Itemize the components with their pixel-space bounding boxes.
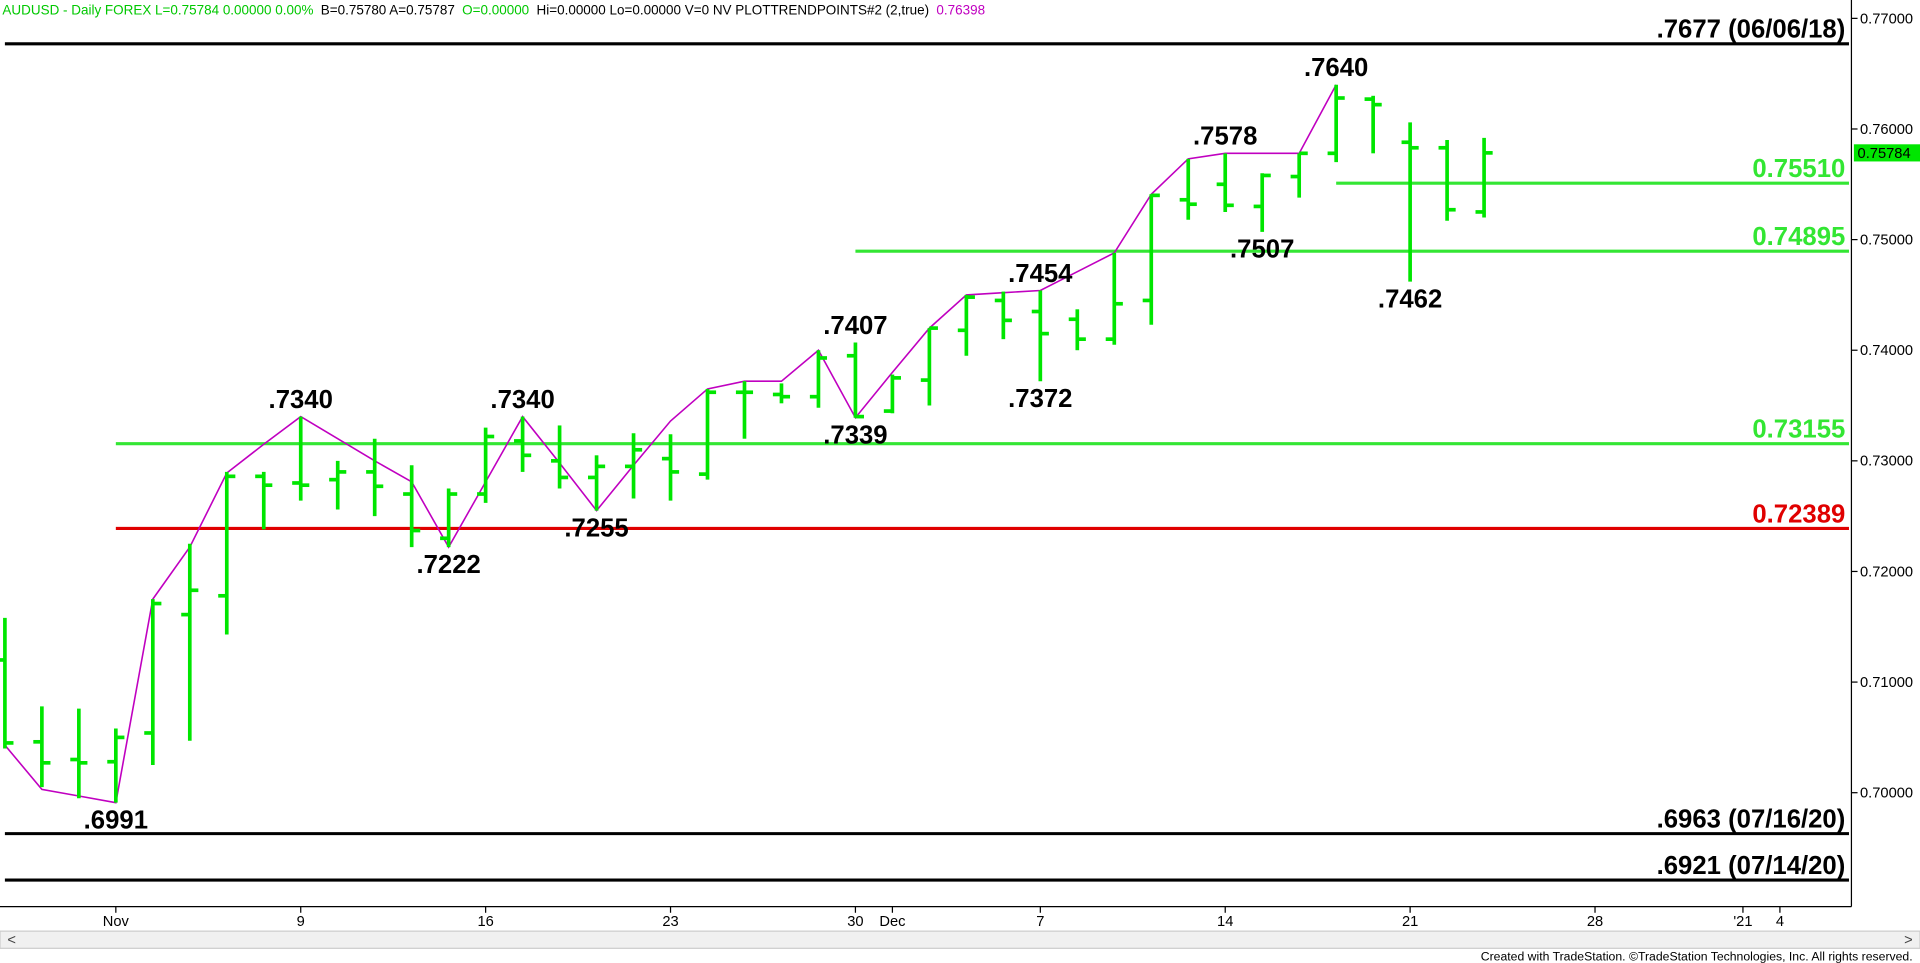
scroll-right[interactable]: > bbox=[1904, 933, 1913, 949]
price-annotation: .6991 bbox=[84, 806, 148, 834]
header-part: Hi=0.00000 Lo=0.00000 V=0 NV PLOTTRENDPO… bbox=[537, 3, 930, 18]
x-tick-label: 7 bbox=[1036, 914, 1044, 930]
price-annotation: .7640 bbox=[1304, 54, 1368, 82]
price-annotation: .7340 bbox=[490, 386, 554, 414]
price-annotation: .7372 bbox=[1008, 385, 1072, 413]
y-tick-label: 0.76000 bbox=[1860, 122, 1913, 138]
y-tick-label: 0.73000 bbox=[1860, 454, 1913, 470]
y-tick-label: 0.75000 bbox=[1860, 233, 1913, 249]
price-annotation: .7339 bbox=[823, 421, 887, 449]
last-price-box bbox=[1853, 144, 1920, 162]
price-annotation: .7255 bbox=[564, 514, 628, 542]
level-label: 0.75510 bbox=[1752, 155, 1845, 183]
level-label: .7677 (06/06/18) bbox=[1657, 16, 1846, 44]
price-annotation: .7578 bbox=[1193, 123, 1257, 151]
price-annotation: .7507 bbox=[1230, 236, 1294, 264]
x-tick-label: 21 bbox=[1402, 914, 1418, 930]
y-tick-label: 0.72000 bbox=[1860, 564, 1913, 580]
x-tick-label: '21 bbox=[1733, 914, 1752, 930]
x-tick-label: 23 bbox=[662, 914, 678, 930]
x-tick-label: Dec bbox=[879, 914, 905, 930]
level-label: .6921 (07/14/20) bbox=[1657, 852, 1846, 880]
header-part: B=0.75780 A=0.75787 bbox=[321, 3, 455, 18]
price-annotation: .7462 bbox=[1378, 285, 1442, 313]
y-tick-label: 0.74000 bbox=[1860, 343, 1913, 359]
level-label: .6963 (07/16/20) bbox=[1657, 805, 1846, 833]
footer: Created with TradeStation. ©TradeStation… bbox=[1481, 950, 1913, 963]
scrollbar[interactable] bbox=[0, 930, 1920, 949]
x-tick-label: Nov bbox=[103, 914, 130, 930]
y-tick-label: 0.77000 bbox=[1860, 11, 1913, 27]
x-tick-label: 16 bbox=[477, 914, 493, 930]
y-tick-label: 0.70000 bbox=[1860, 786, 1913, 802]
price-annotation: .7340 bbox=[269, 386, 333, 414]
level-label: 0.74895 bbox=[1752, 223, 1845, 251]
header-part: 0.76398 bbox=[936, 3, 985, 18]
x-tick-label: 4 bbox=[1776, 914, 1784, 930]
last-price-label: 0.75784 bbox=[1858, 146, 1911, 162]
x-tick-label: 9 bbox=[297, 914, 305, 930]
level-label: 0.72389 bbox=[1752, 500, 1845, 528]
price-annotation: .7222 bbox=[416, 551, 480, 579]
level-label: 0.73155 bbox=[1752, 416, 1845, 444]
header-part: AUDUSD - Daily FOREX L=0.75784 0.00000 0… bbox=[2, 3, 313, 18]
scroll-left[interactable]: < bbox=[7, 933, 16, 949]
symbol-header: AUDUSD - Daily FOREX L=0.75784 0.00000 0… bbox=[2, 3, 985, 18]
price-annotation: .7454 bbox=[1008, 260, 1073, 288]
y-tick-label: 0.71000 bbox=[1860, 675, 1913, 691]
x-tick-label: 28 bbox=[1587, 914, 1603, 930]
price-annotation: .7407 bbox=[823, 312, 887, 340]
header-part: O=0.00000 bbox=[462, 3, 529, 18]
x-tick-label: 30 bbox=[847, 914, 863, 930]
x-tick-label: 14 bbox=[1217, 914, 1233, 930]
